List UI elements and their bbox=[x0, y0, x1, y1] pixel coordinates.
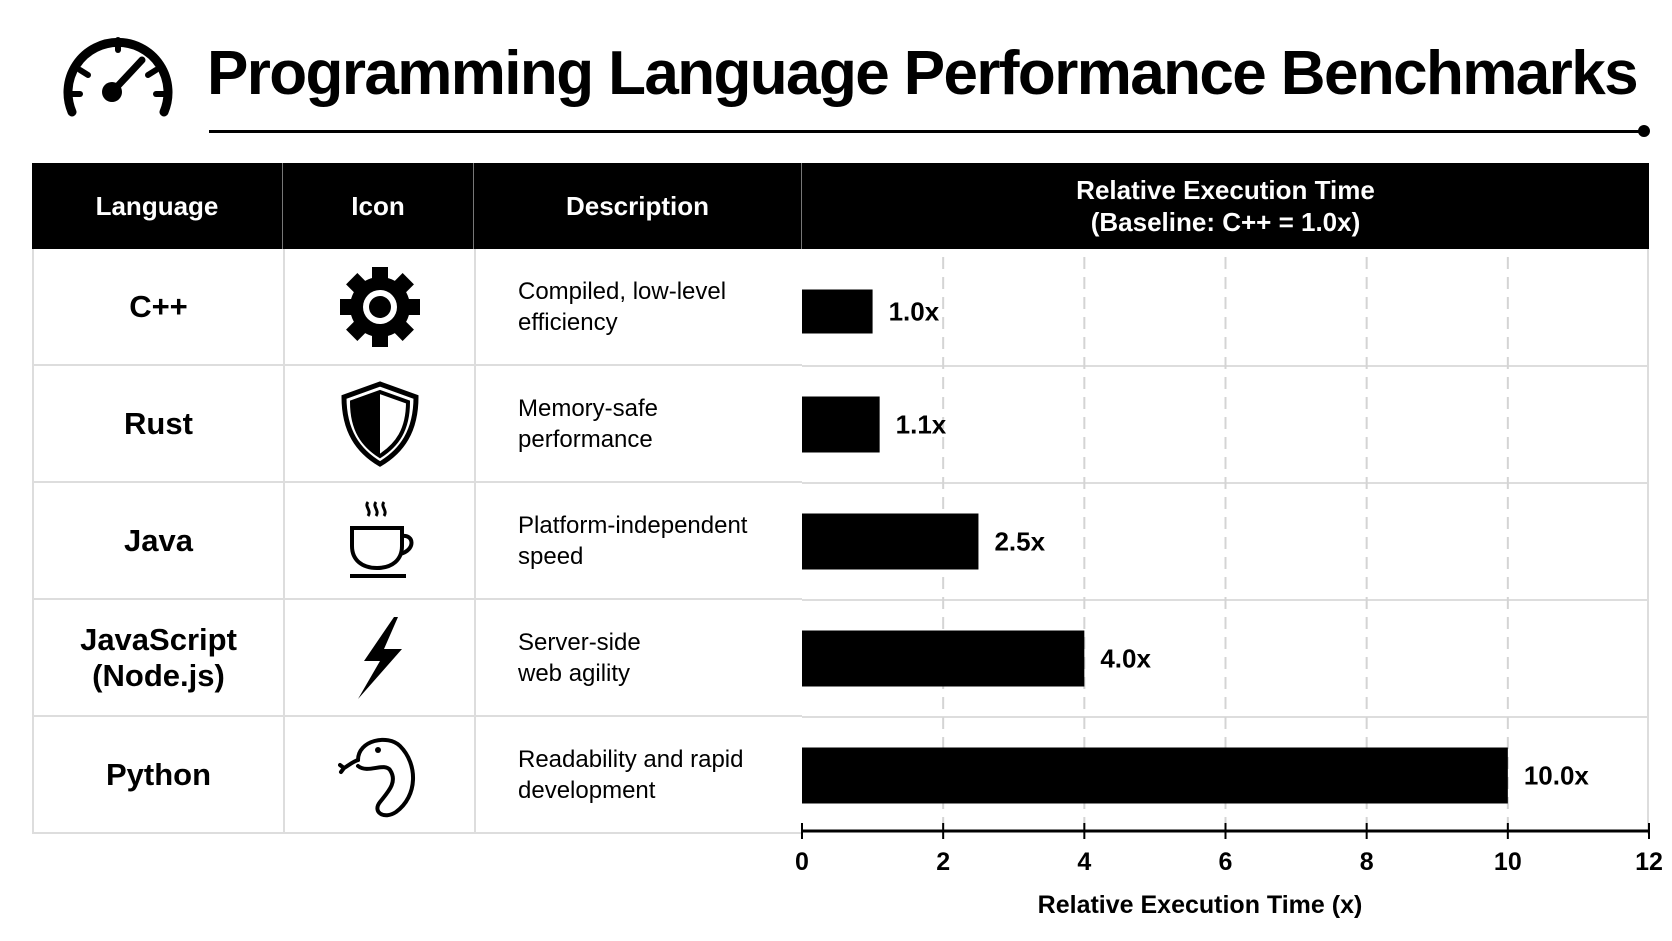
table-row: Python Readability and rapid development bbox=[32, 717, 802, 834]
bar bbox=[802, 396, 880, 453]
snake-icon bbox=[337, 737, 415, 817]
gear-icon bbox=[339, 266, 420, 347]
page-title: Programming Language Performance Benchma… bbox=[207, 39, 1639, 108]
table-row: Rust Memory-safe performance bbox=[32, 366, 802, 483]
language-name: Python bbox=[32, 717, 283, 832]
coffee-cup-icon bbox=[349, 500, 413, 578]
bar bbox=[802, 513, 979, 570]
language-description: Server-side web agility bbox=[474, 600, 802, 715]
table-right-border bbox=[1647, 249, 1649, 834]
language-description: Readability and rapid development bbox=[474, 717, 802, 832]
bar bbox=[802, 747, 1508, 804]
shield-icon bbox=[340, 380, 419, 467]
title-underline bbox=[209, 130, 1643, 133]
bar-value-label: 10.0x bbox=[1524, 761, 1590, 791]
bar-value-label: 1.0x bbox=[889, 297, 940, 327]
x-tick-label: 12 bbox=[1635, 848, 1663, 876]
language-name: C++ bbox=[32, 249, 283, 364]
bar-value-label: 2.5x bbox=[994, 527, 1045, 557]
language-description: Memory-safe performance bbox=[474, 366, 802, 481]
x-tick-label: 4 bbox=[1077, 848, 1091, 876]
language-name: Rust bbox=[32, 366, 283, 481]
lightning-bolt-icon bbox=[357, 616, 402, 699]
header-chart-line1: Relative Execution Time bbox=[1076, 175, 1375, 205]
speedometer-icon bbox=[63, 37, 173, 117]
bar bbox=[802, 630, 1085, 687]
header-description: Description bbox=[474, 163, 802, 249]
language-name: Java bbox=[32, 483, 283, 598]
bar-value-label: 4.0x bbox=[1100, 644, 1151, 674]
bar bbox=[802, 289, 873, 334]
title-underline-dot bbox=[1638, 125, 1650, 137]
x-tick-label: 0 bbox=[795, 848, 809, 876]
language-description: Compiled, low-level efficiency bbox=[474, 249, 802, 364]
header-chart-line2: (Baseline: C++ = 1.0x) bbox=[1090, 207, 1361, 237]
header-chart: Relative Execution Time (Baseline: C++ =… bbox=[802, 163, 1649, 249]
table-row: JavaScript (Node.js) Server-side web agili… bbox=[32, 600, 802, 717]
language-description: Platform-independent speed bbox=[474, 483, 802, 598]
table-row: C++ Compiled, low-level efficiency bbox=[32, 249, 802, 366]
table-left-border bbox=[32, 249, 34, 834]
header-icon: Icon bbox=[283, 163, 474, 249]
x-axis-title: Relative Execution Time (x) bbox=[1038, 891, 1363, 919]
table-row: Java Platform-independent speed bbox=[32, 483, 802, 600]
x-tick-label: 2 bbox=[936, 848, 950, 876]
x-tick-label: 10 bbox=[1494, 848, 1522, 876]
header-language: Language bbox=[32, 163, 283, 249]
bar-value-label: 1.1x bbox=[896, 410, 947, 440]
x-tick-label: 6 bbox=[1219, 848, 1233, 876]
x-tick-label: 8 bbox=[1360, 848, 1374, 876]
language-name: JavaScript (Node.js) bbox=[32, 600, 283, 715]
